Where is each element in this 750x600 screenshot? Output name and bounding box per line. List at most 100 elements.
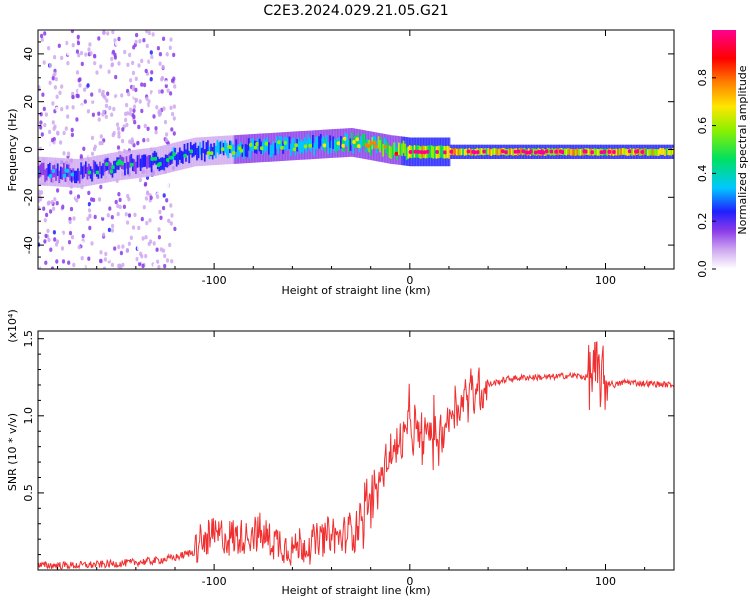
- noise-speck: [157, 112, 162, 117]
- noise-speck: [102, 67, 106, 72]
- band-core: [141, 155, 144, 168]
- noise-speck: [112, 106, 116, 112]
- band-core: [102, 163, 105, 176]
- band-core: [41, 162, 44, 176]
- band-core: [163, 158, 166, 171]
- noise-speck: [44, 233, 48, 239]
- colorbar-tick-label: 0.6: [696, 117, 709, 135]
- noise-speck: [114, 199, 118, 205]
- band-core: [460, 148, 463, 156]
- noise-speck: [50, 200, 54, 205]
- band-core: [83, 164, 86, 178]
- band-core: [668, 148, 672, 156]
- band-core: [553, 149, 556, 156]
- noise-speck: [165, 198, 169, 203]
- band-core: [146, 156, 149, 169]
- band-peak: [336, 141, 341, 146]
- band-peak: [95, 170, 100, 175]
- noise-speck: [110, 62, 114, 68]
- noise-speck: [170, 78, 175, 83]
- noise-speck: [80, 61, 84, 67]
- noise-speck: [125, 102, 129, 108]
- band-core: [205, 142, 208, 155]
- noise-speck: [172, 116, 176, 121]
- y-tick-label: 40: [22, 47, 35, 61]
- noise-speck: [46, 228, 50, 234]
- noise-speck: [140, 82, 144, 87]
- band-core: [258, 138, 261, 152]
- noise-speck: [121, 262, 125, 268]
- noise-speck: [116, 145, 121, 150]
- band-core: [236, 145, 239, 158]
- noise-speck: [169, 221, 173, 226]
- noise-speck: [101, 213, 105, 218]
- band-core: [346, 134, 349, 147]
- noise-speck: [148, 181, 152, 187]
- band-core: [589, 149, 592, 156]
- noise-speck: [106, 31, 110, 36]
- noise-speck: [156, 259, 160, 264]
- band-peak: [524, 150, 529, 155]
- band-core: [567, 147, 570, 155]
- noise-speck: [117, 192, 121, 197]
- noise-speck: [44, 56, 48, 61]
- noise-speck: [60, 84, 64, 89]
- noise-speck: [87, 60, 91, 65]
- band-core: [77, 168, 80, 181]
- snr-y-label: SNR (10 * v/v): [6, 413, 19, 491]
- noise-speck: [159, 215, 163, 220]
- noise-speck: [81, 220, 85, 225]
- band-core: [615, 148, 618, 156]
- noise-speck: [146, 191, 150, 196]
- band-core: [664, 149, 667, 156]
- noise-speck: [72, 216, 76, 221]
- band-peak: [513, 149, 518, 154]
- band-core: [532, 148, 535, 156]
- noise-speck: [51, 76, 55, 81]
- band-peak: [259, 146, 264, 151]
- noise-speck: [126, 111, 130, 116]
- band-core: [390, 146, 393, 159]
- spectrogram-x-label: Height of straight line (km): [281, 284, 430, 297]
- noise-speck: [93, 214, 97, 220]
- band-core: [431, 145, 434, 158]
- band-peak: [529, 149, 534, 154]
- noise-speck: [111, 132, 115, 138]
- noise-speck: [128, 52, 132, 58]
- noise-speck: [165, 132, 169, 137]
- noise-speck: [53, 71, 57, 77]
- noise-speck: [89, 103, 93, 109]
- noise-speck: [38, 143, 41, 148]
- noise-speck: [92, 197, 96, 203]
- noise-speck: [155, 65, 159, 70]
- band-peak: [264, 141, 269, 146]
- noise-speck: [80, 240, 84, 246]
- band-core: [379, 140, 382, 153]
- noise-speck: [123, 66, 127, 71]
- noise-speck: [173, 84, 177, 89]
- noise-speck: [90, 135, 95, 141]
- noise-speck: [128, 188, 133, 193]
- noise-speck: [103, 257, 107, 262]
- noise-speck: [141, 259, 145, 264]
- band-core: [124, 163, 127, 176]
- band-core: [568, 148, 571, 155]
- noise-speck: [71, 105, 75, 110]
- noise-speck: [123, 49, 127, 55]
- noise-speck: [147, 30, 151, 36]
- noise-speck: [159, 238, 164, 244]
- band-peak: [554, 149, 559, 154]
- noise-speck: [61, 205, 65, 210]
- band-core: [78, 171, 81, 184]
- band-core: [213, 143, 216, 156]
- band-core: [457, 148, 460, 156]
- band-peak: [627, 149, 632, 154]
- snr-series-line: [38, 341, 674, 570]
- noise-speck: [120, 93, 124, 98]
- noise-speck: [164, 83, 168, 89]
- noise-speck: [143, 82, 147, 88]
- noise-speck: [83, 99, 87, 104]
- band-core: [127, 161, 130, 175]
- noise-speck: [79, 123, 83, 128]
- noise-speck: [137, 124, 141, 130]
